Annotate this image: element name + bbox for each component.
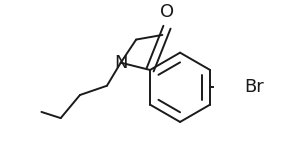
Text: N: N	[114, 54, 127, 72]
Text: O: O	[160, 3, 174, 21]
Text: Br: Br	[244, 78, 264, 96]
